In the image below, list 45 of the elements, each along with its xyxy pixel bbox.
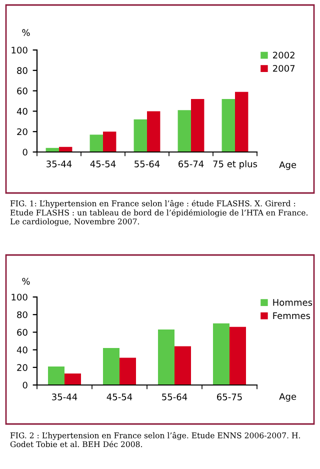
bar bbox=[213, 323, 230, 385]
x-axis-title: Age bbox=[279, 393, 296, 402]
x-tick-label: 35-44 bbox=[46, 160, 72, 168]
y-tick-label: 100 bbox=[12, 294, 28, 301]
bar bbox=[103, 132, 116, 152]
x-tick-label: 55-64 bbox=[134, 160, 160, 168]
bar bbox=[90, 134, 103, 152]
bar bbox=[134, 119, 147, 152]
x-tick-label: 55-64 bbox=[162, 393, 188, 400]
bar bbox=[191, 98, 204, 152]
bar bbox=[222, 98, 235, 152]
bar bbox=[120, 358, 136, 385]
bar bbox=[174, 346, 191, 385]
bar bbox=[178, 110, 191, 152]
y-tick-label: 60 bbox=[17, 88, 28, 94]
y-tick-label: 80 bbox=[17, 311, 28, 318]
bar bbox=[158, 330, 174, 385]
y-tick-label: 40 bbox=[16, 108, 28, 115]
legend-label: 2007 bbox=[273, 64, 295, 72]
bar bbox=[235, 92, 248, 152]
bar bbox=[103, 348, 120, 385]
y-tick-label: 20 bbox=[17, 128, 28, 136]
bar bbox=[147, 111, 160, 152]
x-tick-label: 65-74 bbox=[178, 160, 204, 168]
y-tick-label: 60 bbox=[17, 328, 28, 336]
legend-label: Femmes bbox=[273, 312, 310, 320]
legend-label: 2002 bbox=[273, 52, 294, 59]
y-tick-label: 0 bbox=[22, 382, 28, 389]
y-tick-label: 80 bbox=[17, 67, 28, 74]
x-tick-label: 45-54 bbox=[90, 160, 116, 168]
x-axis-title: Age bbox=[279, 161, 296, 170]
bar bbox=[230, 326, 246, 385]
x-tick-label: 65-75 bbox=[217, 393, 242, 400]
y-tick-label: 20 bbox=[17, 364, 28, 371]
x-tick-label: 75 et plus bbox=[213, 160, 258, 170]
y-axis-title: % bbox=[22, 29, 30, 36]
y-axis-title: % bbox=[22, 278, 30, 285]
x-tick-label: 35-44 bbox=[52, 393, 78, 400]
bar bbox=[64, 374, 81, 385]
bar bbox=[48, 366, 64, 385]
y-tick-label: 100 bbox=[12, 46, 28, 54]
y-tick-label: 40 bbox=[16, 346, 28, 354]
legend-label: Hommes bbox=[273, 299, 312, 306]
y-tick-label: 0 bbox=[22, 148, 28, 156]
x-tick-label: 45-54 bbox=[106, 394, 132, 400]
